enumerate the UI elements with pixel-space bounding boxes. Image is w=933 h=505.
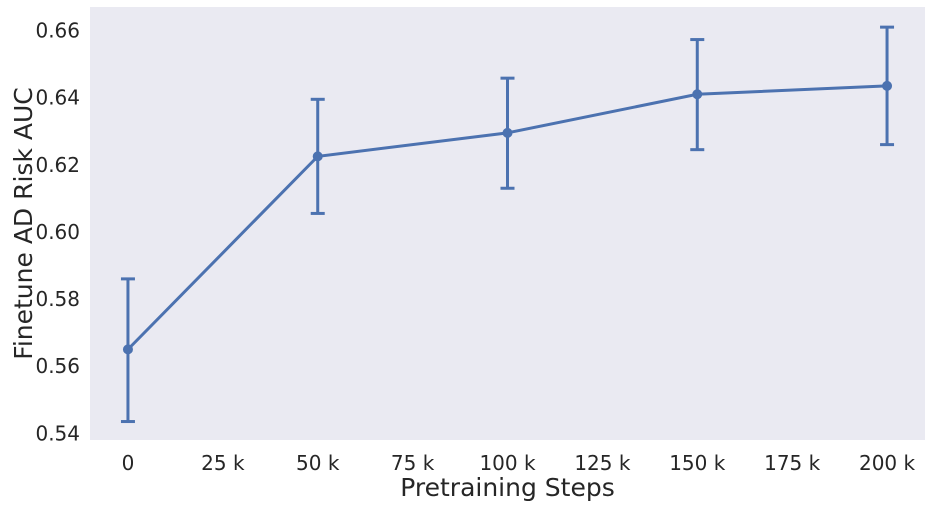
data-point — [692, 89, 703, 100]
x-tick-label: 125 k — [574, 451, 631, 475]
x-axis-ticks: 0 25 k 50 k 75 k 100 k 125 k 150 k 175 k 200 k — [122, 451, 916, 475]
y-axis-ticks: 0.54 0.56 0.58 0.60 0.62 0.64 0.66 — [35, 18, 80, 445]
y-tick-label: 0.66 — [35, 18, 80, 42]
y-tick-label: 0.64 — [35, 86, 80, 110]
y-tick-label: 0.60 — [35, 220, 80, 244]
y-tick-label: 0.58 — [35, 287, 80, 311]
plot-area — [90, 7, 925, 440]
y-tick-label: 0.62 — [35, 153, 80, 177]
x-tick-label: 25 k — [201, 451, 245, 475]
x-tick-label: 75 k — [391, 451, 435, 475]
x-tick-label: 100 k — [479, 451, 536, 475]
x-tick-label: 175 k — [764, 451, 821, 475]
x-tick-label: 150 k — [669, 451, 726, 475]
y-axis-label: Finetune AD Risk AUC — [9, 87, 38, 359]
data-points — [122, 80, 893, 355]
data-point — [312, 151, 323, 162]
x-tick-label: 0 — [122, 451, 135, 475]
y-tick-label: 0.56 — [35, 354, 80, 378]
data-point — [502, 127, 513, 138]
x-tick-label: 200 k — [859, 451, 916, 475]
x-axis-label: Pretraining Steps — [400, 473, 615, 502]
x-tick-label: 50 k — [296, 451, 340, 475]
data-point — [882, 80, 893, 91]
data-point — [122, 344, 133, 355]
y-tick-label: 0.54 — [35, 421, 80, 445]
